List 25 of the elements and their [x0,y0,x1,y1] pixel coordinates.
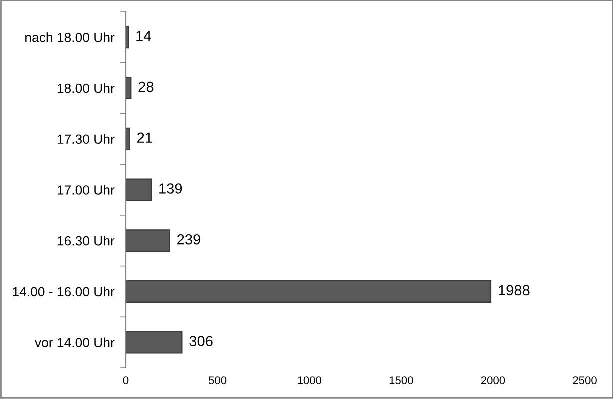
data-label: 28 [138,82,154,92]
data-label: 306 [190,336,213,346]
bar [126,280,492,303]
bar [126,128,130,150]
data-label: 14 [136,31,152,42]
x-tick-label: 1000 [298,376,322,384]
x-tick-label: 0 [123,376,129,384]
y-tick-label: 14.00 - 16.00 Uhr [13,286,115,297]
data-label: 21 [138,132,152,143]
x-tick-label: 1500 [390,376,414,384]
bar [126,178,152,202]
x-tick-label: 500 [208,376,227,384]
data-label: 239 [178,234,200,245]
y-tick-label: nach 18.00 Uhr [26,32,115,42]
y-tick-label: 17.30 Uhr [58,134,115,144]
data-label: 139 [160,184,182,194]
y-tick-label: 18.00 Uhr [58,84,115,94]
y-tick-label: 16.30 Uhr [58,236,115,246]
bar [126,230,170,252]
x-tick-label: 2000 [481,376,506,384]
y-tick-label: vor 14.00 Uhr [35,338,115,348]
x-tick-label: 2500 [573,376,597,384]
data-label: 1988 [499,285,530,296]
bar [126,331,183,354]
y-tick-label: 17.00 Uhr [58,185,115,195]
